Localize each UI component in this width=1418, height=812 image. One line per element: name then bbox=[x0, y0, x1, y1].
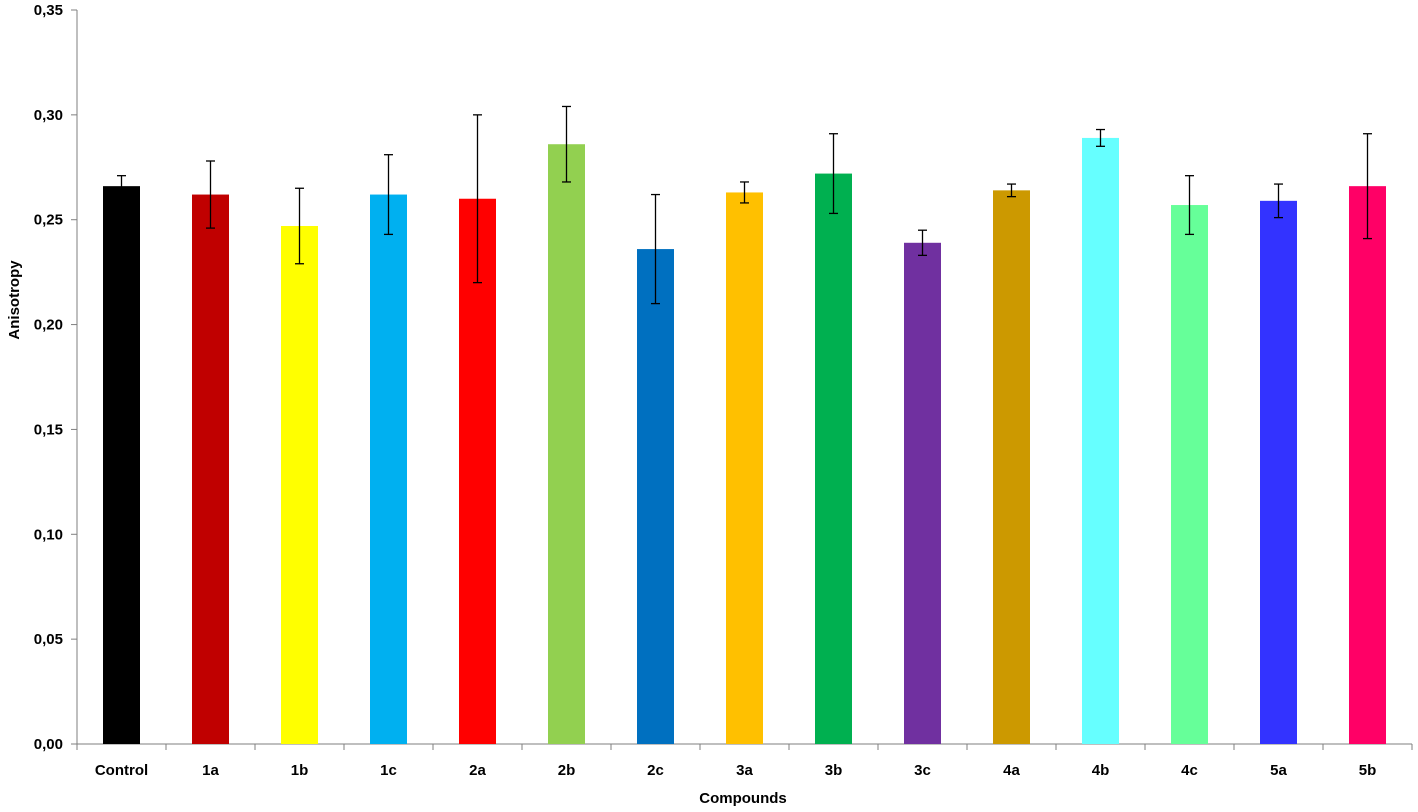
x-tick-label: 2a bbox=[469, 762, 486, 779]
x-tick-label: 2c bbox=[647, 762, 664, 779]
error-bar-control bbox=[117, 175, 126, 198]
error-bar-2a bbox=[473, 114, 482, 284]
x-tick-label: 3c bbox=[914, 762, 931, 779]
bar-5b bbox=[1349, 186, 1386, 744]
error-bar-2b bbox=[562, 105, 571, 183]
bar-1b bbox=[281, 226, 318, 744]
error-bar-5a bbox=[1274, 183, 1283, 219]
bar-3b bbox=[815, 173, 852, 744]
error-bars bbox=[117, 105, 1372, 305]
x-tick-label: 1c bbox=[380, 762, 397, 779]
tick-labels: 0,00 0,05 0,10 0,15 0,20 0,25 0,30 0,35 Control 1… bbox=[34, 2, 1376, 779]
error-bar-2c bbox=[651, 193, 660, 305]
bar-3c bbox=[904, 242, 941, 745]
bar-2b bbox=[548, 144, 585, 744]
y-axis-title: Anisotropy bbox=[6, 260, 23, 340]
x-tick-label: 4b bbox=[1092, 762, 1110, 779]
error-bar-4b bbox=[1096, 128, 1105, 147]
x-axis-title: Compounds bbox=[699, 790, 787, 807]
x-tick-label: 3b bbox=[825, 762, 843, 779]
y-tick-label: 0,35 bbox=[34, 2, 63, 19]
bar-4a bbox=[993, 190, 1030, 745]
y-tick-label: 0,30 bbox=[34, 107, 63, 124]
error-bar-3a bbox=[740, 181, 749, 204]
x-tick-label: 3a bbox=[736, 762, 753, 779]
x-tick-label: Control bbox=[95, 762, 148, 779]
error-bar-3c bbox=[918, 229, 927, 257]
error-bar-3b bbox=[829, 133, 838, 215]
error-bar-5b bbox=[1363, 133, 1372, 240]
y-tick-label: 0,15 bbox=[34, 421, 63, 438]
bars bbox=[103, 137, 1386, 745]
error-bar-4c bbox=[1185, 175, 1194, 236]
bar-2c bbox=[637, 249, 674, 744]
x-tick-label: 1b bbox=[291, 762, 309, 779]
bar-control bbox=[103, 186, 140, 744]
x-tick-label: 4a bbox=[1003, 762, 1020, 779]
error-bar-1a bbox=[206, 160, 215, 229]
bar-1c bbox=[370, 194, 407, 744]
bar-4c bbox=[1171, 205, 1208, 744]
bar-4b bbox=[1082, 137, 1119, 744]
x-tick-label: 5a bbox=[1270, 762, 1287, 779]
bar-3a bbox=[726, 192, 763, 745]
x-tick-label: 1a bbox=[202, 762, 219, 779]
y-tick-label: 0,05 bbox=[34, 631, 63, 648]
x-tick-label: 4c bbox=[1181, 762, 1198, 779]
error-bar-1b bbox=[295, 187, 304, 265]
y-tick-label: 0,20 bbox=[34, 317, 63, 334]
bar-5a bbox=[1260, 200, 1297, 745]
error-bar-4a bbox=[1007, 183, 1016, 198]
y-tick-label: 0,00 bbox=[34, 736, 63, 753]
y-tick-label: 0,25 bbox=[34, 212, 63, 229]
y-tick-label: 0,10 bbox=[34, 526, 63, 543]
bar-2a bbox=[459, 198, 496, 744]
x-tick-label: 2b bbox=[558, 762, 576, 779]
bar-1a bbox=[192, 194, 229, 744]
x-tick-label: 5b bbox=[1359, 762, 1377, 779]
error-bar-1c bbox=[384, 154, 393, 236]
